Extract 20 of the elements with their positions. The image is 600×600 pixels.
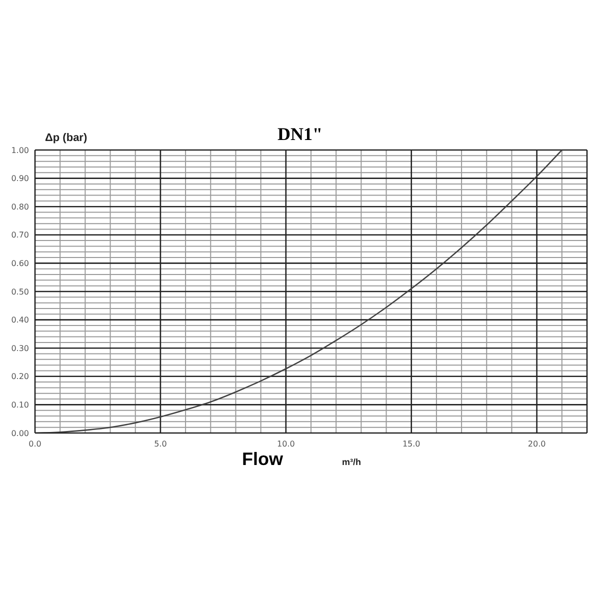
x-tick-label: 20.0 [528, 440, 546, 449]
y-tick-label: 0.30 [11, 344, 29, 353]
y-tick-label: 0.90 [11, 174, 29, 184]
x-axis-title: Flow [242, 449, 283, 470]
x-tick-label: 10.0 [277, 440, 295, 449]
x-tick-label: 5.0 [154, 440, 167, 449]
x-tick-label: 15.0 [402, 440, 420, 449]
chart-title: DN1" [278, 124, 322, 144]
y-tick-label: 1.00 [11, 146, 29, 155]
y-tick-label: 0.20 [11, 372, 29, 382]
y-tick-label: 0.80 [11, 202, 29, 212]
y-tick-label: 0.70 [11, 230, 29, 240]
y-tick-label: 0.00 [11, 428, 29, 438]
x-tick-label: 0.0 [28, 440, 42, 449]
text: m³/h [342, 457, 361, 467]
y-tick-label: 0.10 [11, 400, 29, 410]
y-axis-title: Δp (bar) [45, 132, 88, 144]
y-tick-label: 0.50 [11, 287, 29, 296]
y-tick-label: 0.40 [11, 316, 29, 325]
y-tick-label: 0.60 [11, 259, 29, 268]
